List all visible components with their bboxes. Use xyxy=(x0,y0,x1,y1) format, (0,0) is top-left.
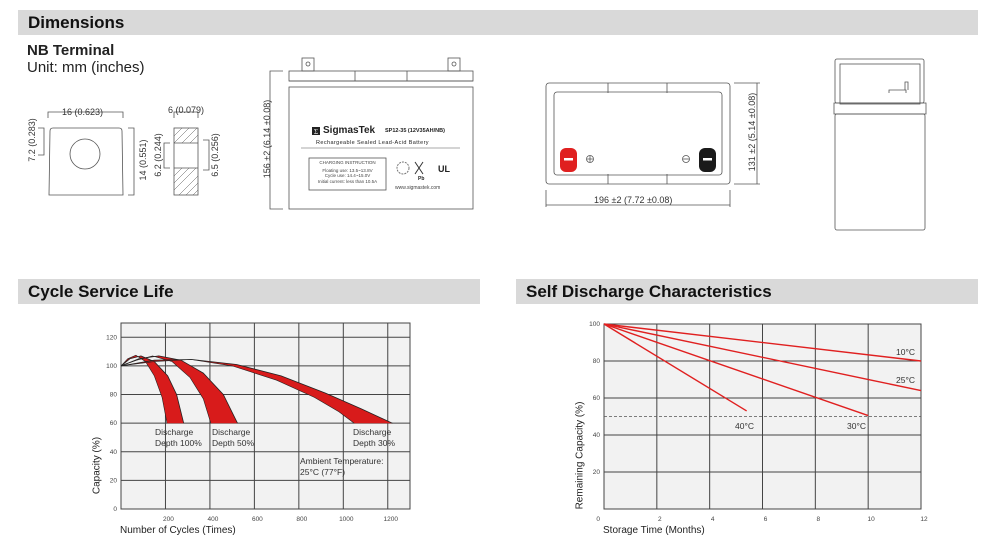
charging-line: Cycle use: 14.4~15.0V xyxy=(324,173,371,178)
y-tick-label: 40 xyxy=(110,449,118,456)
terminal-title: NB Terminal xyxy=(27,42,115,59)
series-line-2 xyxy=(603,323,869,417)
charging-instruction-box xyxy=(308,157,387,191)
section-header-cycle-life: Cycle Service Life xyxy=(18,279,480,304)
label-depth-30: Discharge Depth 30% xyxy=(353,427,395,449)
charging-instruction: CHARGING INSTRUCTION Floating use: 13.5~… xyxy=(309,160,386,184)
cycle-chart-ylabel: Capacity (%) xyxy=(91,436,103,495)
pb-label: Pb xyxy=(418,176,425,182)
series-line-1 xyxy=(603,323,922,392)
y-tick-label: 60 xyxy=(110,420,118,427)
discharge-chart-xlabel: Storage Time (Months) xyxy=(603,525,705,536)
label-line: Discharge xyxy=(212,427,251,437)
label-line: 25°C (77°F) xyxy=(300,467,346,477)
weee-bin-icon xyxy=(414,161,424,175)
terminal-width-dim: 16 (0.623) xyxy=(62,107,104,117)
battery-terminal-right xyxy=(447,57,461,72)
terminal-thickness-dim: 6 (0.079) xyxy=(168,105,205,115)
battery-front-view xyxy=(288,86,474,210)
terminal-front-view xyxy=(48,127,124,196)
discharge-chart-ylabel: Remaining Capacity (%) xyxy=(574,401,586,510)
label-line: Discharge xyxy=(353,427,392,437)
label-line: Depth 100% xyxy=(155,438,202,448)
recycle-icon xyxy=(396,161,410,175)
label-line: Depth 30% xyxy=(353,438,396,448)
battery-type: Rechargeable Sealed Lead-Acid Battery xyxy=(316,140,429,146)
x-tick-label: 400 xyxy=(207,516,218,523)
y-tick-label: 120 xyxy=(106,334,117,341)
model-name: SP12-35 (12V35AH/NB) xyxy=(385,128,445,134)
capacity-curve-inner-2 xyxy=(120,359,355,424)
series-line-3 xyxy=(603,323,748,412)
battery-top-view xyxy=(545,82,731,185)
charging-title: CHARGING INSTRUCTION xyxy=(319,160,376,165)
label-depth-50: Discharge Depth 50% xyxy=(212,427,254,449)
terminal-hole xyxy=(69,138,101,170)
x-tick-label: 0 xyxy=(596,516,600,523)
charging-line: Floating use: 13.5~13.8V xyxy=(322,167,373,173)
charging-line: Initial current: less than 10.5A xyxy=(317,178,378,184)
x-tick-label: 8 xyxy=(817,516,821,523)
label-line: Depth 50% xyxy=(212,438,255,448)
cycle-chart-xlabel: Number of Cycles (Times) xyxy=(120,525,236,536)
label-ambient-temp: Ambient Temperature: 25°C (77°F) xyxy=(300,456,383,478)
brand-name: SigmasTek xyxy=(323,125,376,136)
discharge-band-1 xyxy=(121,355,238,424)
series-line-0 xyxy=(603,323,922,362)
series-label-10c: 10°C xyxy=(896,347,915,357)
svg-text:Σ: Σ xyxy=(314,128,318,136)
y-tick-label: 80 xyxy=(593,358,601,365)
y-tick-label: 60 xyxy=(593,395,601,402)
section-header-self-discharge: Self Discharge Characteristics xyxy=(516,279,978,304)
dimension-drawings: Σ UL xyxy=(38,57,927,231)
x-tick-label: 600 xyxy=(252,516,263,523)
y-tick-label: 0 xyxy=(113,506,117,513)
discharge-band-2 xyxy=(121,359,393,424)
y-tick-label: 100 xyxy=(589,321,600,328)
y-tick-label: 40 xyxy=(593,432,601,439)
battery-terminal-left xyxy=(301,57,315,72)
x-tick-label: 2 xyxy=(658,516,662,523)
series-label-30c: 30°C xyxy=(847,421,866,431)
ul-mark-icon: UL xyxy=(438,164,450,174)
capacity-curve-outer-2 xyxy=(120,359,393,424)
series-label-40c: 40°C xyxy=(735,421,754,431)
y-tick-label: 100 xyxy=(106,363,117,370)
label-line: Ambient Temperature: xyxy=(300,456,384,466)
section-header-dimensions: Dimensions xyxy=(18,10,978,35)
x-tick-label: 4 xyxy=(711,516,715,523)
website: www.sigmastek.com xyxy=(395,185,441,191)
x-tick-label: 6 xyxy=(764,516,768,523)
discharge-band-0 xyxy=(121,355,184,424)
x-tick-label: 800 xyxy=(296,516,307,523)
x-tick-label: 200 xyxy=(163,516,174,523)
y-tick-label: 20 xyxy=(110,477,118,484)
battery-length-dim: 196 ±2 (7.72 ±0.08) xyxy=(594,195,673,205)
sigmastek-logo-icon xyxy=(312,127,320,135)
x-tick-label: 1000 xyxy=(339,516,354,523)
label-depth-100: Discharge Depth 100% xyxy=(155,427,202,449)
label-line: Discharge xyxy=(155,427,194,437)
series-label-25c: 25°C xyxy=(896,375,915,385)
y-tick-label: 80 xyxy=(110,392,118,399)
x-tick-label: 1200 xyxy=(384,516,399,523)
x-tick-label: 10 xyxy=(868,516,876,523)
x-tick-label: 12 xyxy=(920,516,928,523)
capacity-curve-inner-1 xyxy=(120,355,212,424)
unit-label: Unit: mm (inches) xyxy=(27,59,145,76)
y-tick-label: 20 xyxy=(593,469,601,476)
